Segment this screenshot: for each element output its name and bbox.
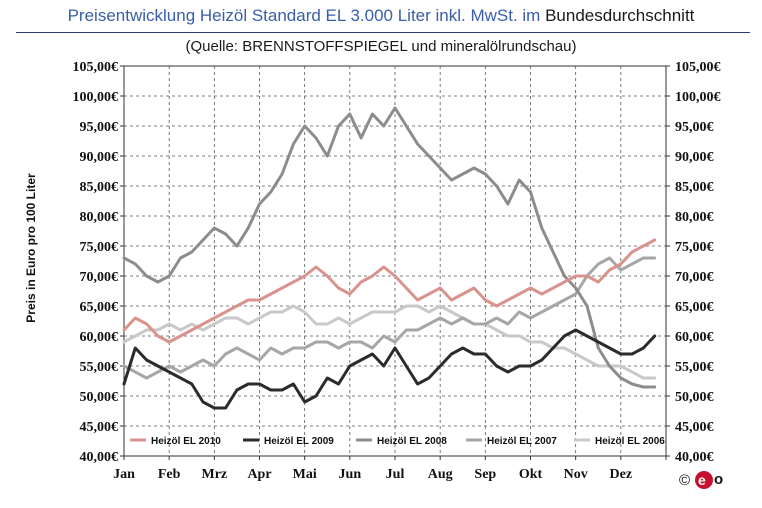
y-tick-label-left: 60,00€ xyxy=(80,330,119,345)
y-tick-label-left: 65,00€ xyxy=(80,300,119,315)
y-tick-label-left: 70,00€ xyxy=(80,270,119,285)
x-tick-label: Jan xyxy=(113,467,135,482)
legend-label: Heizöl EL 2009 xyxy=(264,436,334,447)
y-tick-label-right: 100,00€ xyxy=(675,90,721,105)
y-tick-label-left: 75,00€ xyxy=(80,240,119,255)
series-line xyxy=(122,256,657,380)
series-line xyxy=(122,238,657,344)
legend-label: Heizöl EL 2008 xyxy=(377,436,447,447)
y-tick-label-right: 55,00€ xyxy=(675,360,714,375)
y-tick-label-left: 55,00€ xyxy=(80,360,119,375)
y-tick-label-left: 85,00€ xyxy=(80,180,119,195)
chart-title-part2: Bundesdurchschnitt xyxy=(545,6,695,25)
y-tick-label-right: 95,00€ xyxy=(675,120,714,135)
y-tick-label-left: 80,00€ xyxy=(80,210,119,225)
logo-suffix: o xyxy=(714,471,724,488)
y-tick-label-left: 90,00€ xyxy=(80,150,119,165)
logo-circle-icon xyxy=(695,471,713,489)
legend-label: Heizöl EL 2006 xyxy=(595,436,665,447)
y-tick-label-right: 90,00€ xyxy=(675,150,714,165)
x-tick-label: Okt xyxy=(519,467,543,482)
title-divider xyxy=(16,32,750,33)
series-line xyxy=(122,304,657,380)
x-tick-label: Mai xyxy=(293,467,317,482)
x-tick-label: Mrz xyxy=(202,467,228,482)
chart-title-part1: Preisentwicklung Heizöl Standard EL 3.00… xyxy=(67,6,541,25)
series-line xyxy=(122,106,657,389)
y-tick-label-right: 45,00€ xyxy=(675,420,714,435)
y-tick-label-right: 50,00€ xyxy=(675,390,714,405)
x-tick-label: Nov xyxy=(564,467,588,482)
y-tick-label-right: 75,00€ xyxy=(675,240,714,255)
y-tick-label-left: 50,00€ xyxy=(80,390,119,405)
x-tick-label: Dez xyxy=(610,467,633,482)
x-tick-label: Jul xyxy=(386,467,405,482)
x-tick-label: Aug xyxy=(428,467,453,482)
x-tick-label: Apr xyxy=(247,467,271,482)
y-tick-label-right: 40,00€ xyxy=(675,450,714,465)
x-tick-label: Feb xyxy=(158,467,181,482)
legend-label: Heizöl EL 2007 xyxy=(487,436,557,447)
series-line xyxy=(122,328,657,410)
logo: © e o xyxy=(679,471,735,491)
y-tick-label-left: 40,00€ xyxy=(80,450,119,465)
chart-title: Preisentwicklung Heizöl Standard EL 3.00… xyxy=(0,6,762,26)
x-tick-label: Sep xyxy=(474,467,496,482)
x-tick-label: Jun xyxy=(339,467,362,482)
y-tick-label-left: 45,00€ xyxy=(80,420,119,435)
y-tick-label-right: 70,00€ xyxy=(675,270,714,285)
y-tick-label-right: 105,00€ xyxy=(675,60,721,75)
y-tick-label-right: 60,00€ xyxy=(675,330,714,345)
chart-subtitle: (Quelle: BRENNSTOFFSPIEGEL und mineralöl… xyxy=(185,38,577,55)
copyright-symbol: © xyxy=(679,472,691,489)
legend-label: Heizöl EL 2010 xyxy=(151,436,221,447)
y-tick-label-right: 85,00€ xyxy=(675,180,714,195)
y-tick-label-left: 95,00€ xyxy=(80,120,119,135)
y-tick-label-left: 105,00€ xyxy=(73,60,119,75)
y-tick-label-left: 100,00€ xyxy=(73,90,119,105)
y-tick-label-right: 65,00€ xyxy=(675,300,714,315)
logo-mark: e xyxy=(698,472,706,488)
y-tick-label-right: 80,00€ xyxy=(675,210,714,225)
